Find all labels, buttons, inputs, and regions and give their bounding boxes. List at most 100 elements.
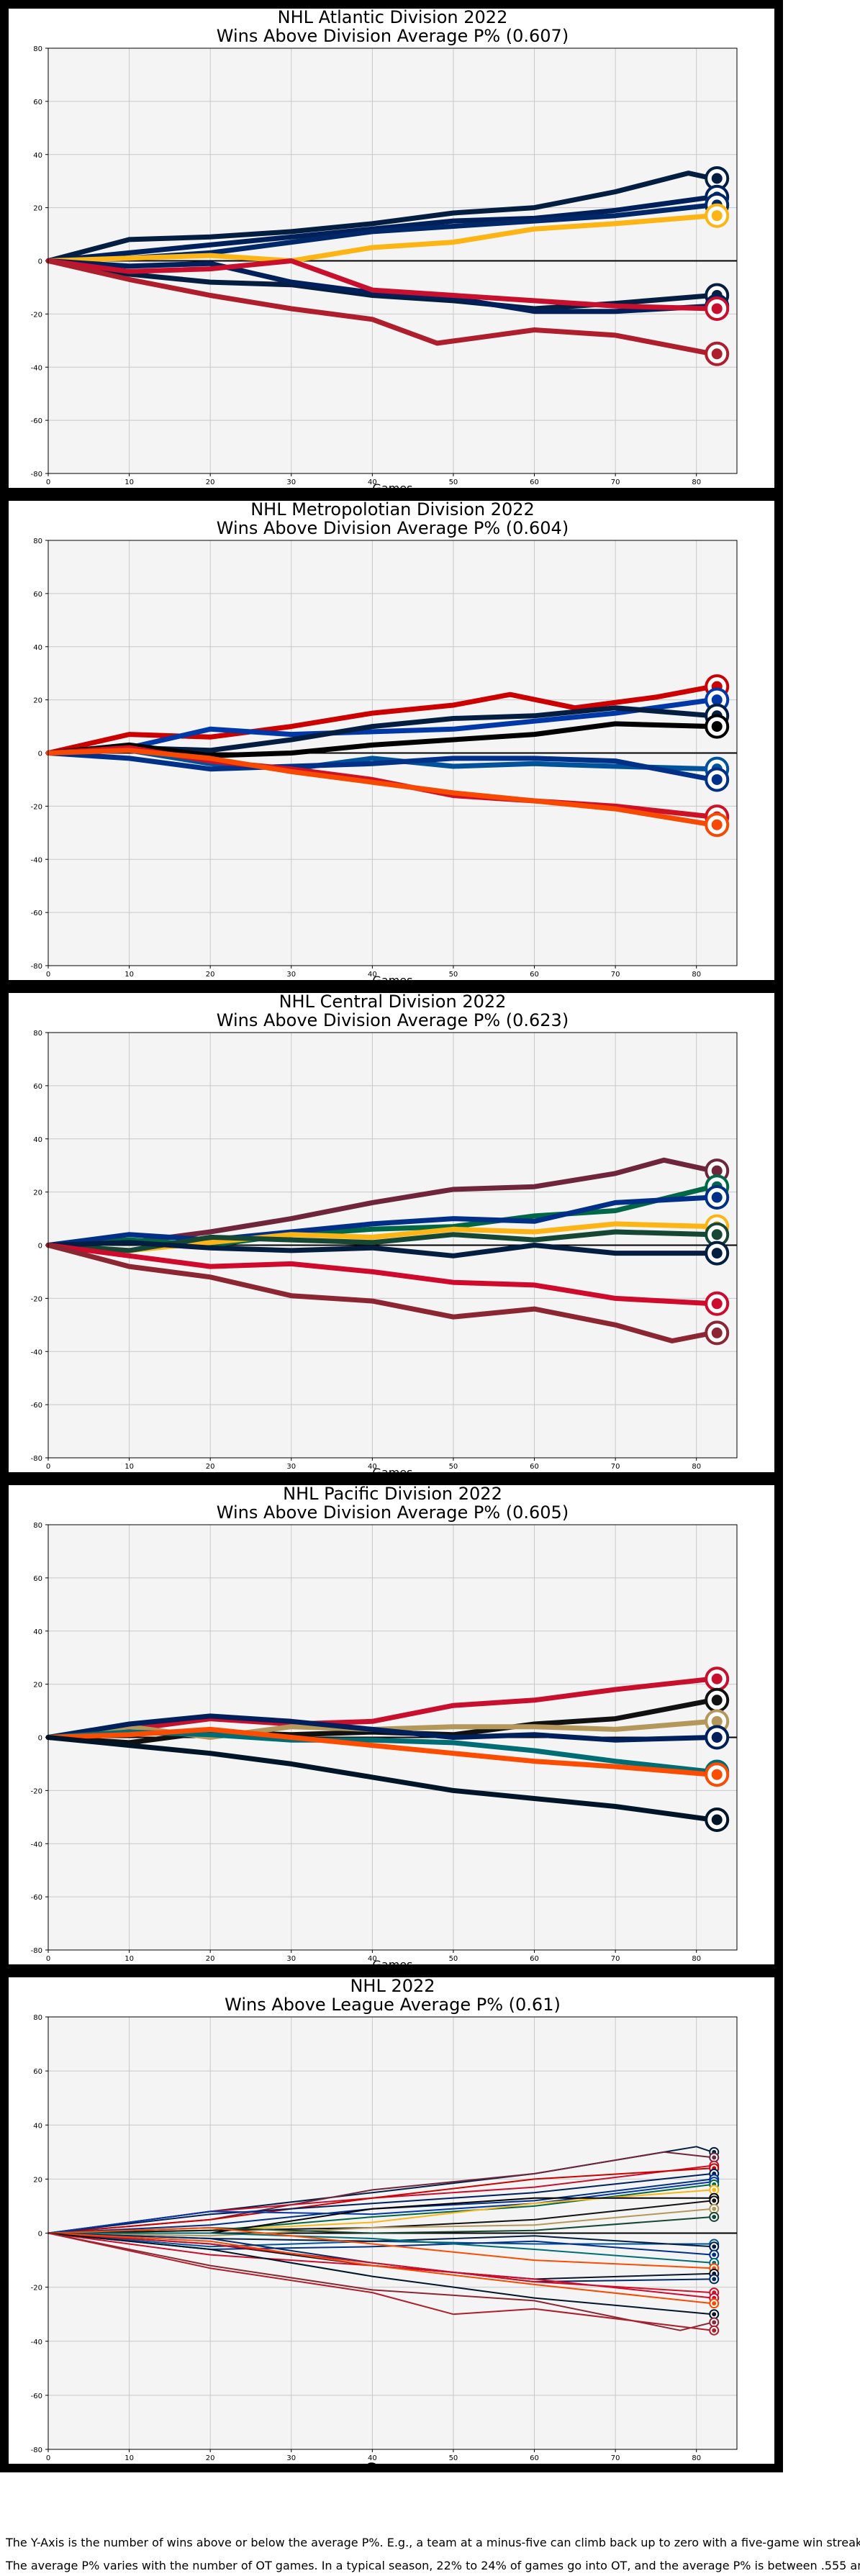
series-line-7 [45,1243,715,1343]
plot-frame [47,1524,738,1951]
x-tick-label: 70 [611,2454,620,2462]
y-tick-label: 20 [33,1682,42,1690]
series-line-6 [45,258,715,312]
x-tick-label: 20 [206,1463,215,1471]
series-line-5 [45,750,715,782]
y-tick-label: 20 [33,1189,42,1197]
y-tick-label: -80 [31,963,42,971]
x-tick-label: 50 [449,971,458,979]
x-tick-label: 0 [46,1463,50,1471]
team-logos [705,1666,730,1833]
x-axis-label: Games [373,1958,413,1964]
series-line-7 [45,748,715,827]
x-tick-label: 70 [611,1463,620,1471]
x-tick-label: 30 [286,2454,296,2462]
y-tick-label: 60 [33,591,42,599]
x-tick-label: 80 [692,2454,701,2462]
chart-title: NHL Pacific Division 2022 [283,1485,502,1504]
x-tick-label: 80 [692,1463,701,1471]
y-tick-label: 40 [33,1136,42,1144]
series-line-3 [45,213,715,263]
x-tick-label: 20 [206,479,215,486]
series-line-5 [45,1240,715,1258]
team-logo-center [711,173,723,184]
y-tick-label: -80 [31,1455,42,1463]
team-logo-center [712,2244,717,2249]
footnote-y-axis: The Y-Axis is the number of wins above o… [6,2536,860,2549]
plot-frame [47,1032,738,1459]
series-line-17 [47,2227,714,2269]
team-logo-center [712,2328,717,2333]
y-tick-label: 0 [38,1243,42,1251]
series-line-3 [45,1713,715,1743]
team-logo-center [712,2198,717,2203]
series-line-4 [47,2172,714,2234]
team-logo-center [711,1192,723,1203]
x-tick-label: 0 [46,2454,50,2462]
y-tick-label: 40 [33,2122,42,2130]
series-line-25 [47,2232,714,2331]
chart-metropolitan-division: NHL Metropolotian Division 2022 Wins Abov… [0,492,783,989]
team-logo-center [712,2155,717,2160]
series-line-22 [47,2232,714,2305]
x-tick-label: 40 [368,1955,377,1963]
y-tick-label: -80 [31,471,42,479]
series-line-1 [45,697,715,756]
y-tick-label: -60 [31,1894,42,1902]
team-logos [705,674,730,838]
team-logo-center [711,1673,723,1684]
team-logo-center [712,2277,717,2282]
x-tick-label: 70 [611,479,620,486]
series-group [45,684,715,827]
y-tick-label: -40 [31,1348,42,1356]
x-tick-label: 10 [125,1463,134,1471]
x-tick-label: 10 [125,971,134,979]
team-logos [705,165,730,366]
y-tick-label: -40 [31,856,42,864]
x-tick-label: 0 [46,1955,50,1963]
y-tick-label: 80 [33,1030,42,1038]
y-tick-label: 40 [33,644,42,652]
x-tick-label: 10 [125,2454,134,2462]
team-logo-center [711,1327,723,1338]
team-logo-center [711,1298,723,1310]
chart-subtitle: Wins Above Division Average P% (0.605) [217,1502,569,1523]
y-tick-label: 20 [33,205,42,213]
team-logo-center [711,303,723,314]
y-tick-label: -60 [31,910,42,917]
team-logo-center [711,774,723,785]
x-axis-label: Games [373,481,413,488]
team-logo-center [711,721,723,733]
x-axis-label: Games [373,1466,413,1472]
x-tick-label: 70 [611,1955,620,1963]
series-line-2 [45,1194,715,1248]
y-tick-label: 80 [33,538,42,545]
y-tick-label: 60 [33,1083,42,1091]
series-line-5 [45,258,715,314]
series-line-6 [45,1735,715,1823]
x-tick-label: 60 [530,1463,539,1471]
y-tick-label: 20 [33,697,42,705]
y-tick-label: -20 [31,803,42,811]
x-tick-label: 0 [46,971,50,979]
series-line-3 [47,2167,714,2234]
x-tick-label: 30 [286,1463,296,1471]
team-logo-center [712,2312,717,2317]
x-tick-label: 60 [530,2454,539,2462]
team-logo-center [711,1695,723,1706]
chart-subtitle: Wins Above Division Average P% (0.604) [217,518,569,538]
team-logo-center [712,2252,717,2257]
series-line-7 [45,258,715,357]
y-tick-label: 60 [33,99,42,106]
series-line-5 [45,1726,715,1777]
y-tick-label: 80 [33,2014,42,2022]
plot-frame [47,2016,738,2450]
x-tick-label: 0 [46,479,50,486]
y-tick-label: 40 [33,1628,42,1636]
team-logos [709,2146,720,2336]
x-axis-label: Games [365,2461,420,2464]
team-logo-center [711,1769,723,1780]
